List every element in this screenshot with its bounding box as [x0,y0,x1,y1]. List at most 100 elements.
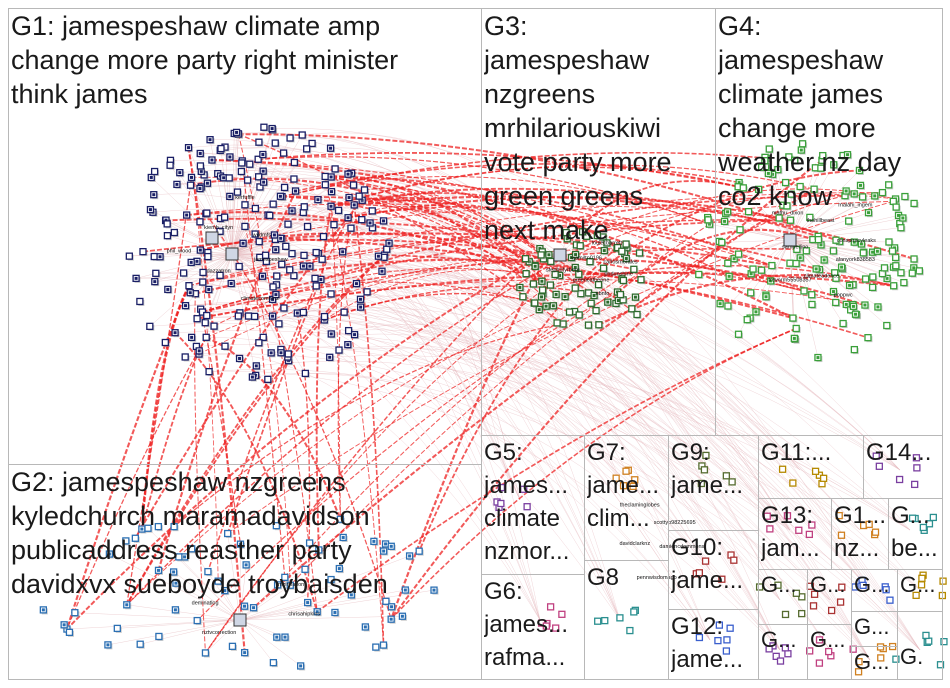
small-group-node [552,624,560,632]
g4-node [910,199,918,208]
group-box-g23: G... [851,611,898,647]
small-group-node [838,583,846,591]
faint-edge [276,274,711,641]
cross-group-edge [296,312,311,603]
node-label: trevorm55508357 [769,277,812,283]
g3-node [562,228,570,237]
small-group-node [939,577,947,585]
faint-edge [231,253,249,317]
small-group-node [776,657,785,665]
g1-node [311,274,319,283]
group-label-g22: G... [810,627,846,652]
faint-edge [721,239,791,243]
g4-node [832,236,840,244]
g4-node [791,156,799,164]
cross-group-edge [316,327,797,613]
group-box-g25: G. [897,611,943,680]
g1-node [237,167,246,176]
hub-node [553,248,567,262]
g4-node [792,324,800,333]
group-box-g9: G9: jame... [668,435,759,531]
g1-node [271,139,279,147]
faint-edge [209,369,831,601]
g2-node [71,609,79,617]
small-group-node [774,581,782,589]
small-group-node [722,647,731,655]
small-group-node [728,478,736,486]
group-box-g1: G1: jamespeshaw climate amp change more … [8,8,482,465]
g1-node [146,322,154,330]
group-label-g6: G6: james... rafma... [484,578,569,671]
group-box-g8: G8 [584,560,669,680]
faint-edge [789,239,883,274]
faint-edge [737,186,791,241]
cross-group-edge [198,261,530,355]
g3-node [619,276,628,285]
faint-edge [280,196,521,501]
node-label: jamespeshaw [253,257,288,263]
g3-node [551,270,559,279]
g2-node [336,515,345,523]
g4-node [859,249,867,257]
small-group-node [854,668,863,676]
cross-group-edge [631,195,846,310]
g4-node [757,266,766,274]
g2-node [305,539,314,547]
g3-node [628,305,636,313]
node-label: poppwc [834,292,853,298]
small-group-node [811,467,820,475]
g4-node [806,213,814,222]
g4-node [743,316,751,324]
g1-node [163,220,171,228]
g4-node [915,267,924,275]
g3-node [613,243,622,252]
g1-node [308,139,316,148]
g4-node [774,165,782,174]
cross-group-edge [126,236,604,606]
g1-node [312,282,320,290]
faint-edge [185,301,711,471]
cross-group-edge [188,147,219,582]
g1-node [347,224,355,232]
g2-node [281,573,289,581]
group-label-g20: G... [900,572,936,597]
g3-node [635,249,644,257]
g1-node [321,181,329,189]
small-group-node [819,474,828,482]
g1-node [340,308,348,316]
g4-node [839,319,847,328]
node-label: mathu_dixon [772,211,804,217]
g3-node [529,280,538,288]
small-group-node [922,631,930,640]
group-label-g16: G... be... [891,502,938,562]
small-group-node [695,633,704,642]
g1-node [301,369,310,378]
faint-edge [167,222,621,621]
node-label: damiencdommons [659,544,704,550]
group-label-g2: G2: jamespeshaw nzgreens kyledchurch mar… [11,467,388,599]
g3-node [616,290,625,299]
faint-edge [227,533,241,621]
cross-group-edge [418,247,618,552]
small-group-node [755,583,764,591]
faint-edge [74,612,241,621]
node-label: greencatherine [573,277,610,283]
g3-node [519,293,527,301]
g1-node [319,232,328,241]
g4-node [739,184,747,192]
g2-node [201,649,210,657]
g3-node [538,286,547,294]
faint-edge [167,235,233,255]
node-label: deminatlog [192,601,219,607]
cross-group-edge [187,147,246,653]
g2-node [113,624,121,633]
g1-node [264,375,272,384]
g3-node [592,306,600,315]
small-group-node [805,530,813,539]
small-group-node [815,659,824,667]
node-label-layer: jamespeshaw climatecommnz dazzatron phil_wo… [167,195,877,636]
g1-node [216,271,224,279]
small-group-node [622,467,630,475]
cross-group-edge [353,196,547,259]
g4-node [808,291,816,299]
